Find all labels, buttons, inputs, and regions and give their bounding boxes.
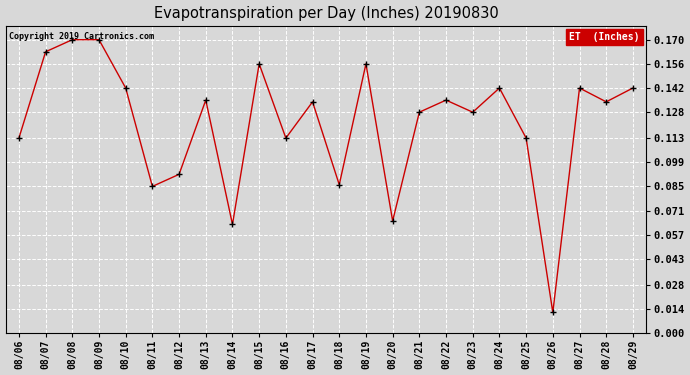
Text: ET  (Inches): ET (Inches) — [569, 32, 640, 42]
Title: Evapotranspiration per Day (Inches) 20190830: Evapotranspiration per Day (Inches) 2019… — [154, 6, 498, 21]
Text: Copyright 2019 Cartronics.com: Copyright 2019 Cartronics.com — [9, 32, 154, 41]
